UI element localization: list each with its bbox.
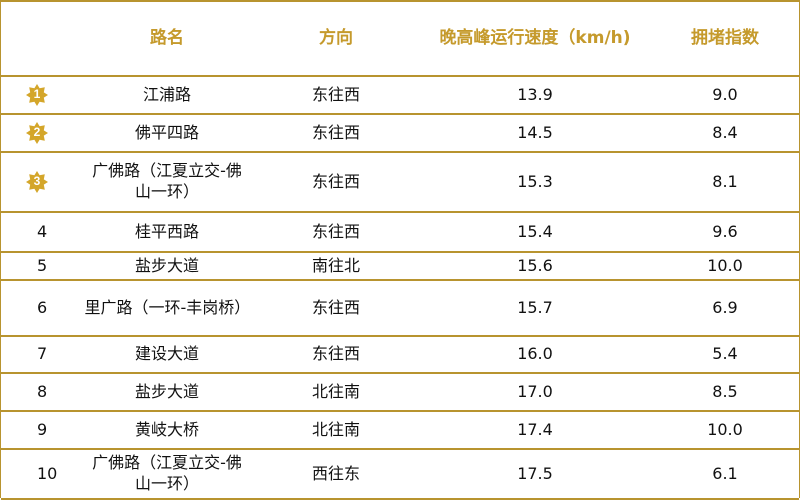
table-row: 5 盐步大道 南往北 15.6 10.0 — [1, 253, 799, 281]
congestion-index-cell: 9.0 — [712, 84, 738, 104]
speed-cell: 13.9 — [517, 84, 553, 104]
direction-cell: 西往东 — [311, 463, 360, 483]
rank-number: 1 — [33, 87, 41, 102]
road-name: 里广路（一环-丰岗桥） — [84, 297, 251, 317]
speed-cell: 14.5 — [517, 122, 553, 142]
rank-cell: 6 — [37, 297, 48, 317]
road-name: 江浦路 — [142, 84, 191, 104]
table-row: 2 佛平四路 东往西 14.5 8.4 — [1, 115, 799, 153]
road-name: 黄岐大桥 — [134, 419, 199, 439]
header-congestion-index: 拥堵指数 — [691, 28, 759, 49]
rank-cell: 8 — [37, 381, 48, 401]
header-speed: 晚高峰运行速度（km/h) — [439, 28, 631, 49]
congestion-index-cell: 5.4 — [712, 344, 738, 364]
speed-cell: 15.7 — [517, 297, 553, 317]
rank-cell: 9 — [37, 419, 48, 439]
congestion-index-cell: 6.1 — [712, 463, 738, 483]
rank-cell: 10 — [37, 463, 58, 483]
header-road-name: 路名 — [150, 28, 184, 49]
direction-cell: 东往西 — [311, 122, 360, 142]
speed-cell: 15.4 — [517, 221, 553, 241]
gold-medal-badge-icon: 3 — [26, 171, 48, 193]
road-name: 盐步大道 — [134, 255, 199, 275]
gold-medal-badge-icon: 1 — [26, 84, 48, 106]
road-name-cell: 江浦路 — [83, 77, 251, 113]
congestion-index-cell: 9.6 — [712, 221, 738, 241]
rank-cell: 4 — [37, 221, 48, 241]
congestion-index-cell: 10.0 — [707, 255, 743, 275]
road-name-cell: 佛平四路 — [83, 115, 251, 151]
congestion-index-cell: 8.5 — [712, 381, 738, 401]
direction-cell: 北往南 — [311, 381, 360, 401]
direction-cell: 东往西 — [311, 344, 360, 364]
direction-cell: 北往南 — [311, 419, 360, 439]
table-row: 8 盐步大道 北往南 17.0 8.5 — [1, 374, 799, 412]
speed-cell: 16.0 — [517, 344, 553, 364]
rank-cell: 2 — [1, 115, 83, 151]
road-name-cell: 盐步大道 — [83, 253, 251, 279]
rank-number: 3 — [33, 174, 41, 189]
direction-cell: 东往西 — [311, 297, 360, 317]
road-name-cell: 盐步大道 — [83, 374, 251, 410]
header-rank — [1, 2, 83, 75]
direction-cell: 东往西 — [311, 171, 360, 191]
table-row: 3 广佛路（江夏立交-佛山一环） 东往西 15.3 8.1 — [1, 153, 799, 213]
direction-cell: 东往西 — [311, 221, 360, 241]
road-name: 建设大道 — [134, 344, 199, 364]
congestion-index-cell: 8.1 — [712, 171, 738, 191]
speed-cell: 17.4 — [517, 419, 553, 439]
direction-cell: 东往西 — [311, 84, 360, 104]
road-name-cell: 广佛路（江夏立交-佛山一环） — [83, 450, 251, 498]
speed-cell: 17.0 — [517, 381, 553, 401]
congestion-index-cell: 10.0 — [707, 419, 743, 439]
direction-cell: 南往北 — [311, 255, 360, 275]
congestion-index-cell: 6.9 — [712, 297, 738, 317]
header-direction: 方向 — [319, 28, 353, 49]
speed-cell: 17.5 — [517, 463, 553, 483]
road-name: 广佛路（江夏立交-佛山一环） — [92, 453, 242, 493]
table-row: 9 黄岐大桥 北往南 17.4 10.0 — [1, 412, 799, 450]
rank-number: 2 — [33, 125, 41, 140]
gold-medal-badge-icon: 2 — [26, 122, 48, 144]
table-row: 1 江浦路 东往西 13.9 9.0 — [1, 77, 799, 115]
table-row: 7 建设大道 东往西 16.0 5.4 — [1, 337, 799, 374]
road-name: 佛平四路 — [134, 122, 199, 142]
road-name: 桂平西路 — [134, 221, 199, 241]
rank-cell: 1 — [1, 77, 83, 113]
road-name-cell: 建设大道 — [83, 337, 251, 372]
table-row: 10 广佛路（江夏立交-佛山一环） 西往东 17.5 6.1 — [1, 450, 799, 500]
road-name: 广佛路（江夏立交-佛山一环） — [92, 161, 242, 201]
road-name-cell: 黄岐大桥 — [83, 412, 251, 448]
congestion-index-cell: 8.4 — [712, 122, 738, 142]
speed-cell: 15.6 — [517, 255, 553, 275]
rank-cell: 7 — [37, 344, 48, 364]
road-name-cell: 广佛路（江夏立交-佛山一环） — [83, 153, 251, 211]
road-name-cell: 桂平西路 — [83, 213, 251, 251]
road-name: 盐步大道 — [134, 381, 199, 401]
table-row: 4 桂平西路 东往西 15.4 9.6 — [1, 213, 799, 253]
speed-cell: 15.3 — [517, 171, 553, 191]
rank-cell: 5 — [37, 255, 48, 275]
rank-cell: 3 — [1, 153, 83, 211]
table-header-row: 路名 方向 晚高峰运行速度（km/h) 拥堵指数 — [1, 2, 799, 77]
table-row: 6 里广路（一环-丰岗桥） 东往西 15.7 6.9 — [1, 281, 799, 337]
road-name-cell: 里广路（一环-丰岗桥） — [83, 281, 251, 335]
